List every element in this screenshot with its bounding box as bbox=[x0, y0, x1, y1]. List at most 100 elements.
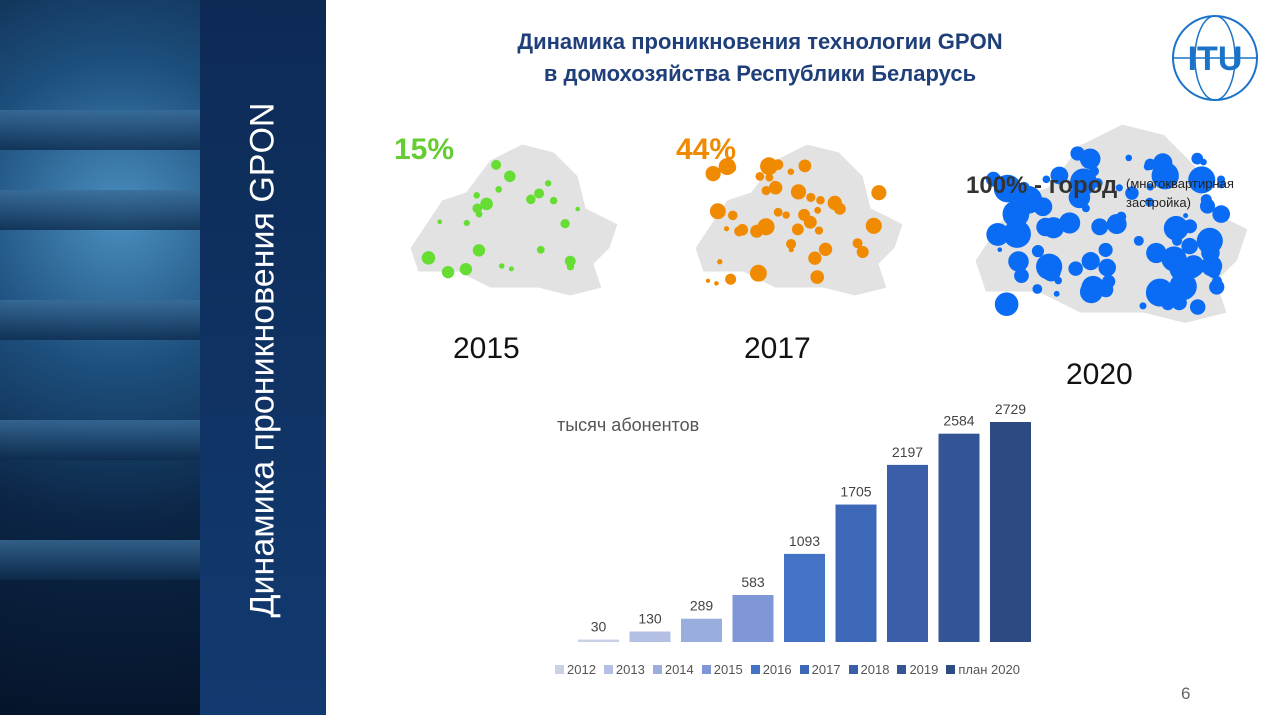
legend-item: 2014 bbox=[652, 662, 694, 677]
city-dot bbox=[1209, 247, 1218, 256]
city-dot bbox=[1079, 148, 1101, 170]
data-label: 130 bbox=[638, 611, 662, 627]
legend-item: план 2020 bbox=[946, 662, 1020, 677]
legend-swatch bbox=[799, 665, 809, 674]
bar-2019 bbox=[938, 433, 980, 642]
city-dot bbox=[1125, 186, 1139, 200]
city-dot bbox=[818, 242, 833, 256]
city-dot bbox=[534, 188, 545, 199]
city-dot bbox=[1008, 179, 1014, 185]
city-dot bbox=[564, 255, 576, 267]
city-dot bbox=[1175, 275, 1187, 287]
city-dot bbox=[472, 244, 486, 257]
city-dot bbox=[788, 247, 794, 253]
city-dot bbox=[480, 197, 493, 211]
percent-2020: 100% - город bbox=[966, 172, 1118, 199]
city-dot bbox=[827, 195, 842, 211]
legend-swatch bbox=[946, 665, 956, 674]
city-dot bbox=[727, 210, 738, 221]
city-dot bbox=[760, 157, 778, 176]
city-dot bbox=[1031, 245, 1045, 258]
bar-2013 bbox=[629, 631, 671, 642]
city-dot bbox=[549, 196, 558, 205]
city-dot bbox=[1036, 217, 1055, 237]
chart-legend: 2012 2013 2014 2015 2016 2017 2018 2019 план 202… bbox=[555, 662, 1020, 677]
city-dot bbox=[808, 251, 822, 265]
city-dot bbox=[560, 218, 570, 229]
city-dot bbox=[814, 206, 822, 214]
legend-label: 2017 bbox=[811, 662, 841, 677]
legend-label: 2012 bbox=[567, 662, 596, 677]
percent-2017: 44% bbox=[676, 133, 737, 166]
background-photo bbox=[0, 0, 220, 715]
city-dot bbox=[709, 203, 726, 220]
city-dot bbox=[798, 208, 811, 221]
legend-label: 2016 bbox=[762, 662, 792, 677]
city-dot bbox=[717, 259, 723, 265]
city-dot bbox=[1163, 215, 1189, 241]
city-dot bbox=[1171, 295, 1187, 311]
city-dot bbox=[810, 270, 825, 284]
legend-item: 2018 bbox=[848, 662, 889, 677]
city-dot bbox=[736, 224, 749, 236]
map-2015 bbox=[409, 143, 619, 297]
city-dot bbox=[806, 192, 816, 202]
data-label: 1093 bbox=[789, 533, 820, 549]
city-dot bbox=[1209, 279, 1225, 295]
city-dot bbox=[714, 281, 719, 286]
legend-swatch bbox=[848, 665, 858, 674]
city-dot bbox=[1032, 284, 1043, 294]
city-dot bbox=[865, 217, 882, 234]
svg-text:ITU: ITU bbox=[1188, 40, 1243, 78]
bar-2015 bbox=[732, 595, 774, 642]
legend-label: 2014 bbox=[664, 662, 694, 677]
city-dot bbox=[757, 218, 775, 236]
city-dot bbox=[1036, 253, 1063, 280]
legend-label: план 2020 bbox=[958, 662, 1020, 677]
bar-2018 bbox=[887, 464, 928, 642]
city-dot bbox=[566, 263, 575, 271]
data-label: 2197 bbox=[892, 444, 923, 460]
legend-swatch bbox=[701, 665, 711, 674]
city-dot bbox=[1106, 214, 1127, 235]
city-dot bbox=[498, 263, 505, 269]
city-dot bbox=[575, 206, 580, 212]
legend-label: 2019 bbox=[909, 662, 939, 677]
city-dot bbox=[1171, 235, 1183, 246]
percent-2015: 15% bbox=[394, 133, 455, 166]
city-dot bbox=[816, 196, 825, 205]
city-dot bbox=[798, 159, 812, 173]
city-dot bbox=[1153, 153, 1173, 173]
city-dot bbox=[1053, 290, 1060, 297]
legend-swatch bbox=[603, 665, 613, 674]
city-dot bbox=[1102, 274, 1116, 289]
slide-title: Динамика проникновения технологии GPON в … bbox=[517, 29, 1003, 86]
map-2020 bbox=[974, 123, 1249, 325]
city-dot bbox=[437, 219, 443, 225]
data-label: 30 bbox=[591, 619, 607, 635]
city-dot bbox=[504, 170, 516, 183]
city-dot bbox=[1146, 183, 1154, 191]
city-dot bbox=[986, 223, 1010, 246]
city-dot bbox=[871, 185, 887, 201]
city-dot bbox=[1081, 252, 1100, 271]
legend-item: 2019 bbox=[897, 662, 938, 677]
bar-2017 bbox=[835, 504, 877, 642]
city-dot bbox=[1164, 161, 1170, 168]
city-dot bbox=[1144, 158, 1156, 171]
map-2017 bbox=[694, 143, 904, 297]
legend-swatch bbox=[555, 665, 564, 674]
city-dot bbox=[1068, 186, 1091, 209]
legend-item: 2015 bbox=[701, 662, 743, 677]
city-dot bbox=[1216, 179, 1226, 189]
city-dot bbox=[705, 278, 711, 283]
legend-item: 2012 bbox=[555, 662, 596, 677]
city-dot bbox=[755, 171, 765, 181]
city-dot bbox=[441, 265, 455, 279]
city-dot bbox=[705, 165, 721, 182]
city-dot bbox=[463, 219, 470, 227]
city-dot bbox=[761, 185, 771, 196]
city-dot bbox=[1200, 194, 1212, 206]
city-dot bbox=[1146, 242, 1167, 264]
city-dot bbox=[1042, 175, 1051, 184]
